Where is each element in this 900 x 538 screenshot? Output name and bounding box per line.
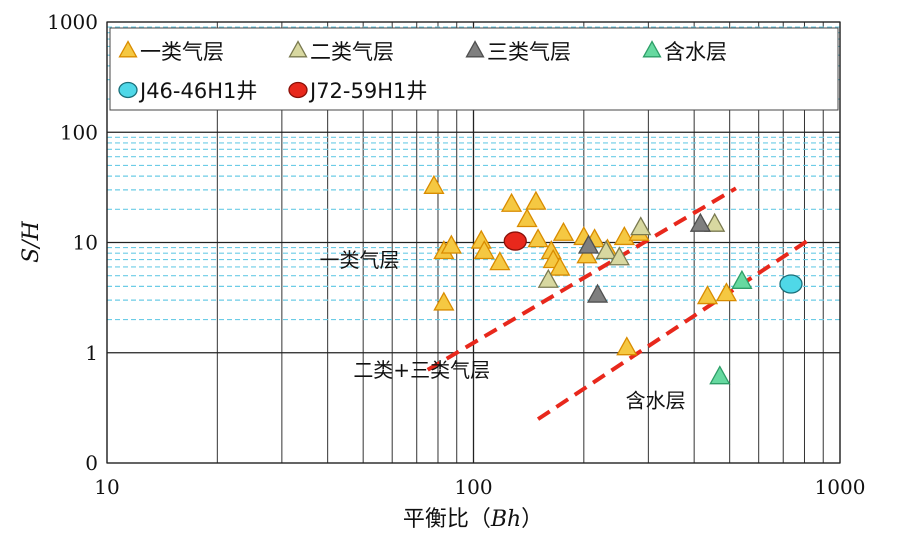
x-tick-label: 1000	[815, 475, 866, 499]
data-point-triangle	[433, 291, 455, 311]
data-point-triangle	[577, 234, 600, 254]
legend-marker-circle	[118, 81, 138, 99]
x-tick-labels: 10 100 1000	[94, 475, 865, 499]
y-tick-label: 1	[85, 341, 98, 365]
legend-marker-triangle	[288, 40, 308, 58]
data-point-triangle	[473, 240, 495, 260]
y-tick-label: 100	[60, 120, 98, 144]
data-point-triangle	[525, 190, 547, 210]
region-annotation: 一类气层	[319, 248, 399, 272]
boundary-line	[536, 238, 810, 421]
legend-marker-triangle	[118, 40, 138, 58]
data-point-triangle	[731, 269, 753, 289]
legend-marker-triangle	[465, 40, 485, 58]
legend-item: 二类气层	[288, 40, 394, 64]
legend-marker-circle	[288, 81, 308, 99]
data-point-triangle	[586, 283, 609, 303]
data-point-triangle	[500, 192, 523, 212]
legend-label: 二类气层	[310, 40, 394, 64]
data-point-circle	[503, 231, 527, 251]
y-tick-label: 0	[85, 451, 98, 475]
boundary-line	[426, 186, 737, 372]
legend-item: J72-59H1井	[288, 79, 427, 103]
data-point-triangle	[608, 246, 630, 266]
data-point-circle	[779, 274, 803, 294]
legend-item: 一类气层	[118, 40, 224, 64]
x-axis-title-main: 平衡比（	[403, 507, 491, 532]
data-point-triangle	[704, 212, 726, 232]
region-annotation: 二类+三类气层	[353, 358, 490, 382]
legend-box	[109, 27, 839, 111]
legend-item: J46-46H1井	[118, 79, 257, 103]
y-axis-title: S/H	[19, 220, 44, 262]
x-axis-title: 平衡比（Bh）	[403, 507, 543, 532]
legend-marker-triangle	[642, 40, 662, 58]
data-point-triangle	[440, 234, 462, 254]
x-tick-label: 10	[94, 475, 119, 499]
data-point-triangle	[516, 208, 538, 228]
data-point-triangle	[489, 251, 511, 271]
legend-label: 含水层	[664, 40, 727, 64]
x-tick-label: 100	[454, 475, 492, 499]
x-axis-title-var: Bh	[490, 507, 521, 532]
data-point-triangle	[537, 268, 559, 288]
legend-item: 三类气层	[465, 40, 571, 64]
data-point-triangle	[715, 282, 738, 302]
region-annotation: 含水层	[626, 388, 686, 412]
data-point-triangle	[630, 216, 652, 236]
y-tick-label: 10	[73, 231, 98, 255]
data-point-triangle	[595, 240, 617, 260]
legend-label: 三类气层	[487, 40, 571, 64]
legend-label: 一类气层	[140, 40, 224, 64]
data-point-triangle	[552, 221, 575, 241]
data-point-triangle	[549, 256, 571, 276]
legend: 一类气层 二类气层 三类气层 含水层 J46-46H1井 J72-59H1井	[109, 27, 839, 111]
data-point-triangle	[527, 228, 549, 248]
x-axis-title-close: ）	[521, 507, 543, 532]
y-tick-label: 1000	[47, 10, 98, 34]
data-point-triangle	[616, 336, 638, 356]
data-point-triangle	[689, 212, 712, 232]
legend-items: 一类气层 二类气层 三类气层 含水层 J46-46H1井 J72-59H1井	[118, 40, 727, 103]
boundary-lines	[426, 186, 810, 421]
data-point-triangle	[423, 174, 445, 194]
data-point-triangle	[576, 244, 598, 264]
y-tick-labels: 0 1 10 100 1000	[47, 10, 98, 475]
data-points	[423, 174, 803, 385]
plot-frame	[106, 21, 841, 464]
legend-label: J46-46H1井	[138, 79, 257, 103]
data-point-triangle	[709, 365, 731, 385]
data-point-triangle	[696, 285, 719, 305]
legend-item: 含水层	[642, 40, 727, 64]
legend-label: J72-59H1井	[308, 79, 427, 103]
